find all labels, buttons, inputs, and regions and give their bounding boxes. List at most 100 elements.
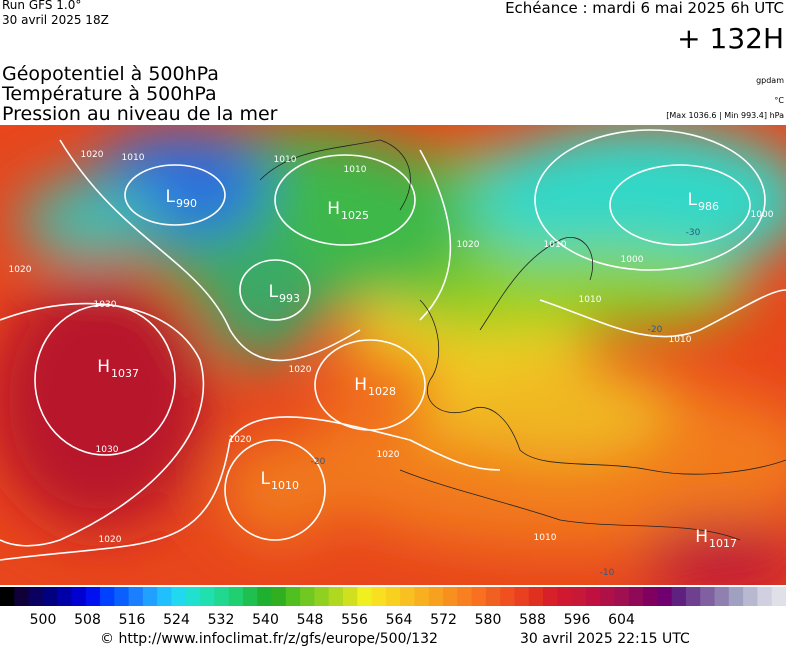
colorbar-swatch [657, 587, 673, 606]
colorbar-label: 524 [163, 612, 190, 628]
footer-url: © http://www.infoclimat.fr/z/gfs/europe/… [100, 631, 438, 647]
colorbar-swatch [571, 587, 587, 606]
colorbar-swatch [500, 587, 515, 606]
colorbar-label: 556 [341, 612, 368, 628]
colorbar-swatch [300, 587, 315, 606]
temperature-label: -20 [311, 457, 326, 467]
colorbar-swatch [114, 587, 130, 606]
isobar-label: 1010 [544, 240, 567, 250]
colorbar-swatch [100, 587, 115, 606]
isobar-label: 1010 [669, 335, 692, 345]
colorbar-label: 596 [564, 612, 591, 628]
pressure-center-value: 990 [176, 197, 197, 210]
colorbar-swatch [400, 587, 415, 606]
field-title: Géopotentiel à 500hPa [2, 63, 219, 85]
colorbar-swatch [628, 587, 644, 606]
echeance: Echéance : mardi 6 mai 2025 6h UTC [505, 0, 784, 17]
colorbar-swatch [700, 587, 716, 606]
footer-timestamp: 30 avril 2025 22:15 UTC [520, 631, 690, 647]
colorbar-swatch [14, 587, 30, 606]
colorbar-swatch [314, 587, 330, 606]
colorbar-swatch [185, 587, 201, 606]
isobars [0, 129, 786, 561]
colorbar-swatch [685, 587, 701, 606]
pressure-center-kind: H [97, 357, 110, 377]
isobar-label: 1010 [122, 153, 145, 163]
colorbar-swatch [543, 587, 558, 606]
colorbar-label: 572 [430, 612, 457, 628]
temperature-label: -30 [686, 228, 701, 238]
colorbar-swatch [471, 587, 487, 606]
isobar-label: 1020 [289, 365, 312, 375]
colorbar-swatch [743, 587, 758, 606]
colorbar-swatch [600, 587, 616, 606]
isobar-label: 1010 [534, 533, 557, 543]
isobar-label: 1010 [579, 295, 602, 305]
colorbar-swatch [271, 587, 287, 606]
colorbar-swatch [328, 587, 344, 606]
isobar-label: 1010 [274, 155, 297, 165]
isobar-label: 1000 [751, 210, 774, 220]
pressure-center-value: 986 [698, 200, 719, 213]
isobar-label: 1030 [94, 300, 117, 310]
colorbar-swatch [157, 587, 172, 606]
colorbar-swatch [614, 587, 630, 606]
offset: + 132H [677, 22, 784, 55]
pressure-center-value: 1037 [111, 367, 139, 380]
colorbar-swatch [757, 587, 773, 606]
temperature-label: -20 [648, 325, 663, 335]
colorbar-label: 516 [119, 612, 146, 628]
colorbar-swatch [342, 587, 358, 606]
colorbar-swatch [257, 587, 273, 606]
colorbar-swatch [57, 587, 72, 606]
unit: °C [774, 96, 784, 105]
pressure-center-value: 1025 [341, 209, 369, 222]
pressure-center-value: 1017 [709, 537, 737, 550]
pressure-center-kind: L [688, 190, 698, 210]
colorbar-swatch [728, 587, 744, 606]
pressure-center-value: 993 [279, 292, 300, 305]
pressure-center-kind: H [327, 199, 340, 219]
unit: gpdam [756, 76, 784, 85]
colorbar-label: 532 [208, 612, 235, 628]
colorbar-swatch [514, 587, 530, 606]
colorbar-swatch [443, 587, 458, 606]
colorbar-swatch [671, 587, 687, 606]
map [0, 125, 786, 585]
isobar-label: 1020 [229, 435, 252, 445]
colorbar-swatch [85, 587, 101, 606]
colorbar-swatch [557, 587, 573, 606]
colorbar-swatch [357, 587, 373, 606]
colorbar-label: 580 [475, 612, 502, 628]
isobar-label: 1030 [96, 445, 119, 455]
colorbar-swatch [485, 587, 501, 606]
field-title: Température à 500hPa [1, 83, 217, 105]
pressure-center-kind: L [166, 187, 176, 207]
pressure-center-value: 1028 [368, 385, 396, 398]
colorbar-swatch [371, 587, 387, 606]
colorbar-swatch [242, 587, 258, 606]
colorbar-swatch [714, 587, 730, 606]
isobar-label: 1020 [99, 535, 122, 545]
isobar-label: 1020 [81, 150, 104, 160]
colorbar-label: 540 [252, 612, 279, 628]
pressure-center-kind: L [261, 469, 271, 489]
colorbar-swatch [771, 587, 786, 606]
colorbar-swatch [285, 587, 301, 606]
colorbar-swatch [428, 587, 444, 606]
colorbar-swatch [71, 587, 87, 606]
colorbar-swatch [528, 587, 544, 606]
pressure-center-kind: H [354, 375, 367, 395]
colorbar-swatch [214, 587, 230, 606]
run-date: 30 avril 2025 18Z [2, 13, 109, 27]
colorbar-swatch [0, 587, 15, 606]
isobar-label: 1020 [377, 450, 400, 460]
colorbar-swatch [200, 587, 215, 606]
colorbar-label: 500 [30, 612, 57, 628]
colorbar-swatch [42, 587, 58, 606]
colorbar-swatch [385, 587, 401, 606]
colorbar-swatch [142, 587, 158, 606]
colorbar-swatch [457, 587, 473, 606]
colorbar-swatch [228, 587, 244, 606]
